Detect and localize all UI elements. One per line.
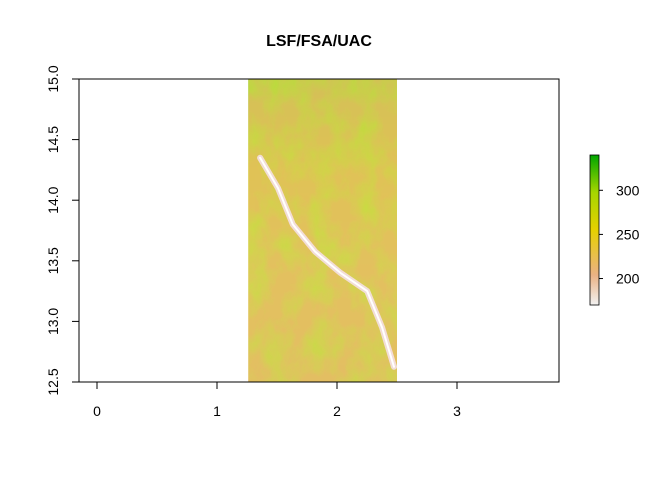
legend: 200 250 300: [589, 154, 640, 306]
y-tick-label: 14.0: [45, 186, 61, 213]
x-axis: 0 1 2 3: [93, 381, 461, 419]
legend-tick-label: 250: [616, 226, 640, 242]
chart-title: LSF/FSA/UAC: [266, 33, 372, 50]
x-tick-label: 0: [93, 403, 101, 419]
legend-color-bar: [589, 154, 600, 306]
x-tick-label: 2: [333, 403, 341, 419]
river-channel: [259, 156, 395, 368]
y-tick-label: 14.5: [45, 126, 61, 153]
y-axis: 12.5 13.0 13.5 14.0 14.5 15.0: [45, 65, 80, 396]
raster-terrain-texture: [248, 79, 397, 382]
legend-tick-label: 200: [616, 271, 640, 287]
legend-tick-label: 300: [616, 182, 640, 198]
x-tick-label: 3: [453, 403, 461, 419]
y-tick-label: 13.0: [45, 308, 61, 335]
y-tick-label: 12.5: [45, 368, 61, 395]
y-tick-label: 15.0: [45, 65, 61, 92]
x-tick-label: 1: [213, 403, 221, 419]
y-tick-label: 13.5: [45, 247, 61, 274]
elevation-raster: [248, 79, 397, 382]
